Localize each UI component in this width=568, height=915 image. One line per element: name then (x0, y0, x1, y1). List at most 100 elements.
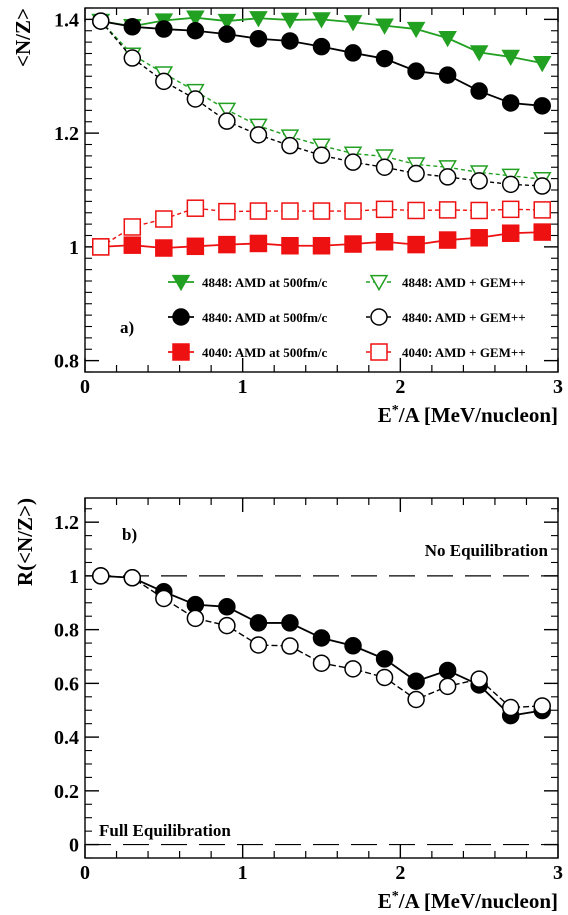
data-point (186, 237, 205, 256)
plot-frame (84, 497, 559, 859)
data-point (343, 15, 363, 32)
legend-marker (370, 308, 388, 326)
data-point (438, 677, 457, 696)
data-point (344, 44, 362, 62)
data-point (438, 231, 457, 249)
data-point (281, 236, 299, 255)
data-point (217, 13, 237, 31)
data-point (375, 18, 394, 35)
data-point (186, 609, 205, 628)
data-point (344, 637, 362, 655)
legend: 4848: AMD at 500fm/c 4848: AMD + GEM++ 484… (168, 274, 526, 361)
data-point (344, 235, 362, 253)
data-point (501, 200, 520, 219)
data-point (186, 22, 205, 40)
data-point (407, 201, 425, 220)
series-line (100, 207, 543, 248)
data-point (470, 229, 488, 247)
x-tick-label: 0 (80, 376, 90, 398)
data-point (155, 20, 173, 38)
data-point (218, 25, 236, 43)
data-point (249, 29, 268, 48)
legend-label: 4040: AMD at 500fm/c (202, 345, 328, 360)
data-point (155, 72, 173, 91)
series-5 (92, 199, 551, 256)
data-point (281, 136, 299, 155)
x-tick-label: 0 (80, 862, 90, 884)
legend-label: 4840: AMD + GEM++ (402, 310, 526, 325)
data-point (532, 56, 552, 73)
series-line (100, 20, 543, 180)
data-point (501, 94, 520, 112)
legend-entry: 4848: AMD at 500fm/c (168, 274, 328, 292)
data-point (407, 235, 425, 254)
x-tick-label: 3 (553, 862, 563, 884)
data-point (438, 201, 457, 219)
y-tick-label: 0.8 (54, 620, 79, 642)
data-point (312, 654, 331, 672)
data-point (312, 236, 331, 255)
x-axis-title: E*/A [MeV/nucleon] (378, 889, 558, 913)
reference-line-label: No Equilibration (425, 541, 549, 560)
data-point (375, 149, 394, 166)
data-point (375, 158, 394, 176)
data-point (249, 614, 268, 632)
y-axis: 0 0.2 0.4 0.6 0.8 1 1.2 R(<N/Z>) (13, 498, 558, 859)
legend-label: 4848: AMD + GEM++ (402, 275, 526, 290)
data-point (438, 66, 457, 84)
x-tick-label: 1 (238, 376, 248, 398)
y-axis: 0.8 1 1.2 1.4 <N/Z> (11, 7, 558, 373)
data-point (407, 62, 425, 80)
data-point (312, 202, 331, 220)
y-tick-label: 1.4 (54, 9, 79, 31)
legend-marker (370, 343, 388, 361)
data-point (123, 18, 142, 36)
y-tick-label: 1.2 (54, 512, 79, 534)
data-point (407, 672, 425, 690)
data-point (155, 239, 173, 257)
data-point (312, 37, 331, 56)
data-point (375, 668, 394, 687)
data-point (249, 126, 268, 144)
y-tick-label: 0 (69, 835, 79, 857)
data-point (281, 637, 299, 655)
legend-marker (369, 274, 389, 292)
y-tick-label: 0.2 (54, 781, 79, 803)
data-point (438, 168, 457, 186)
y-tick-label: 0.4 (54, 727, 79, 749)
data-point (249, 234, 268, 253)
x-tick-label: 2 (395, 862, 405, 884)
data-point (438, 30, 457, 48)
data-point (312, 138, 331, 155)
data-point (217, 102, 237, 119)
data-point (533, 697, 551, 715)
data-point (470, 82, 488, 100)
data-point (186, 199, 205, 217)
chart-panel-b: 0 1 2 3 E*/A [MeV/nucleon] 0 0.2 0.4 0.6 0.8 1 1.2 R… (13, 497, 563, 913)
data-point (281, 202, 299, 220)
data-point (186, 90, 205, 108)
series-3 (92, 12, 551, 195)
data-point (218, 112, 236, 130)
data-point (312, 12, 331, 29)
chart-panel-a: 0 1 2 3 E*/A [MeV/nucleon] 0.8 1 1.2 1.4 <N/Z> a) 4… (11, 7, 563, 427)
data-point (469, 45, 489, 62)
legend-label: 4840: AMD at 500fm/c (202, 310, 328, 325)
y-axis-title: R(<N/Z>) (13, 498, 37, 586)
data-point (92, 238, 110, 256)
data-point (438, 661, 457, 680)
data-point (533, 223, 551, 241)
legend-label: 4848: AMD at 500fm/c (202, 275, 328, 290)
x-tick-label: 2 (395, 376, 405, 398)
data-point (249, 11, 268, 28)
data-point (218, 202, 236, 221)
legend-entry: 4840: AMD at 500fm/c (168, 308, 328, 326)
data-point (218, 616, 236, 635)
data-point (470, 172, 488, 190)
legend-entry: 4040: AMD + GEM++ (366, 343, 526, 361)
data-point (501, 698, 520, 717)
series-4 (92, 223, 551, 257)
y-tick-label: 0.6 (54, 673, 79, 695)
data-point (533, 177, 551, 195)
